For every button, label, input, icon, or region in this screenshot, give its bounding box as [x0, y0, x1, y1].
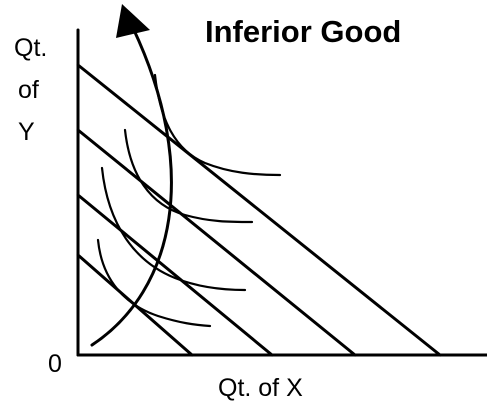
indifference-curve [96, 238, 212, 328]
title: Inferior Good [205, 14, 401, 49]
origin-label: 0 [48, 350, 62, 378]
budget-line [76, 128, 357, 357]
indifference-curve [100, 166, 247, 292]
income-expansion-path [90, 26, 173, 347]
indifference-curve [123, 128, 254, 224]
budget-line [76, 193, 274, 357]
arrow-head [116, 4, 150, 38]
y-axis-label: of [18, 76, 39, 104]
budget-line [76, 63, 442, 357]
x-axis-label: Qt. of X [218, 374, 303, 402]
y-axis-label: Qt. [14, 34, 47, 62]
indifference-curve [153, 73, 282, 177]
y-axis-label: Y [18, 118, 35, 146]
